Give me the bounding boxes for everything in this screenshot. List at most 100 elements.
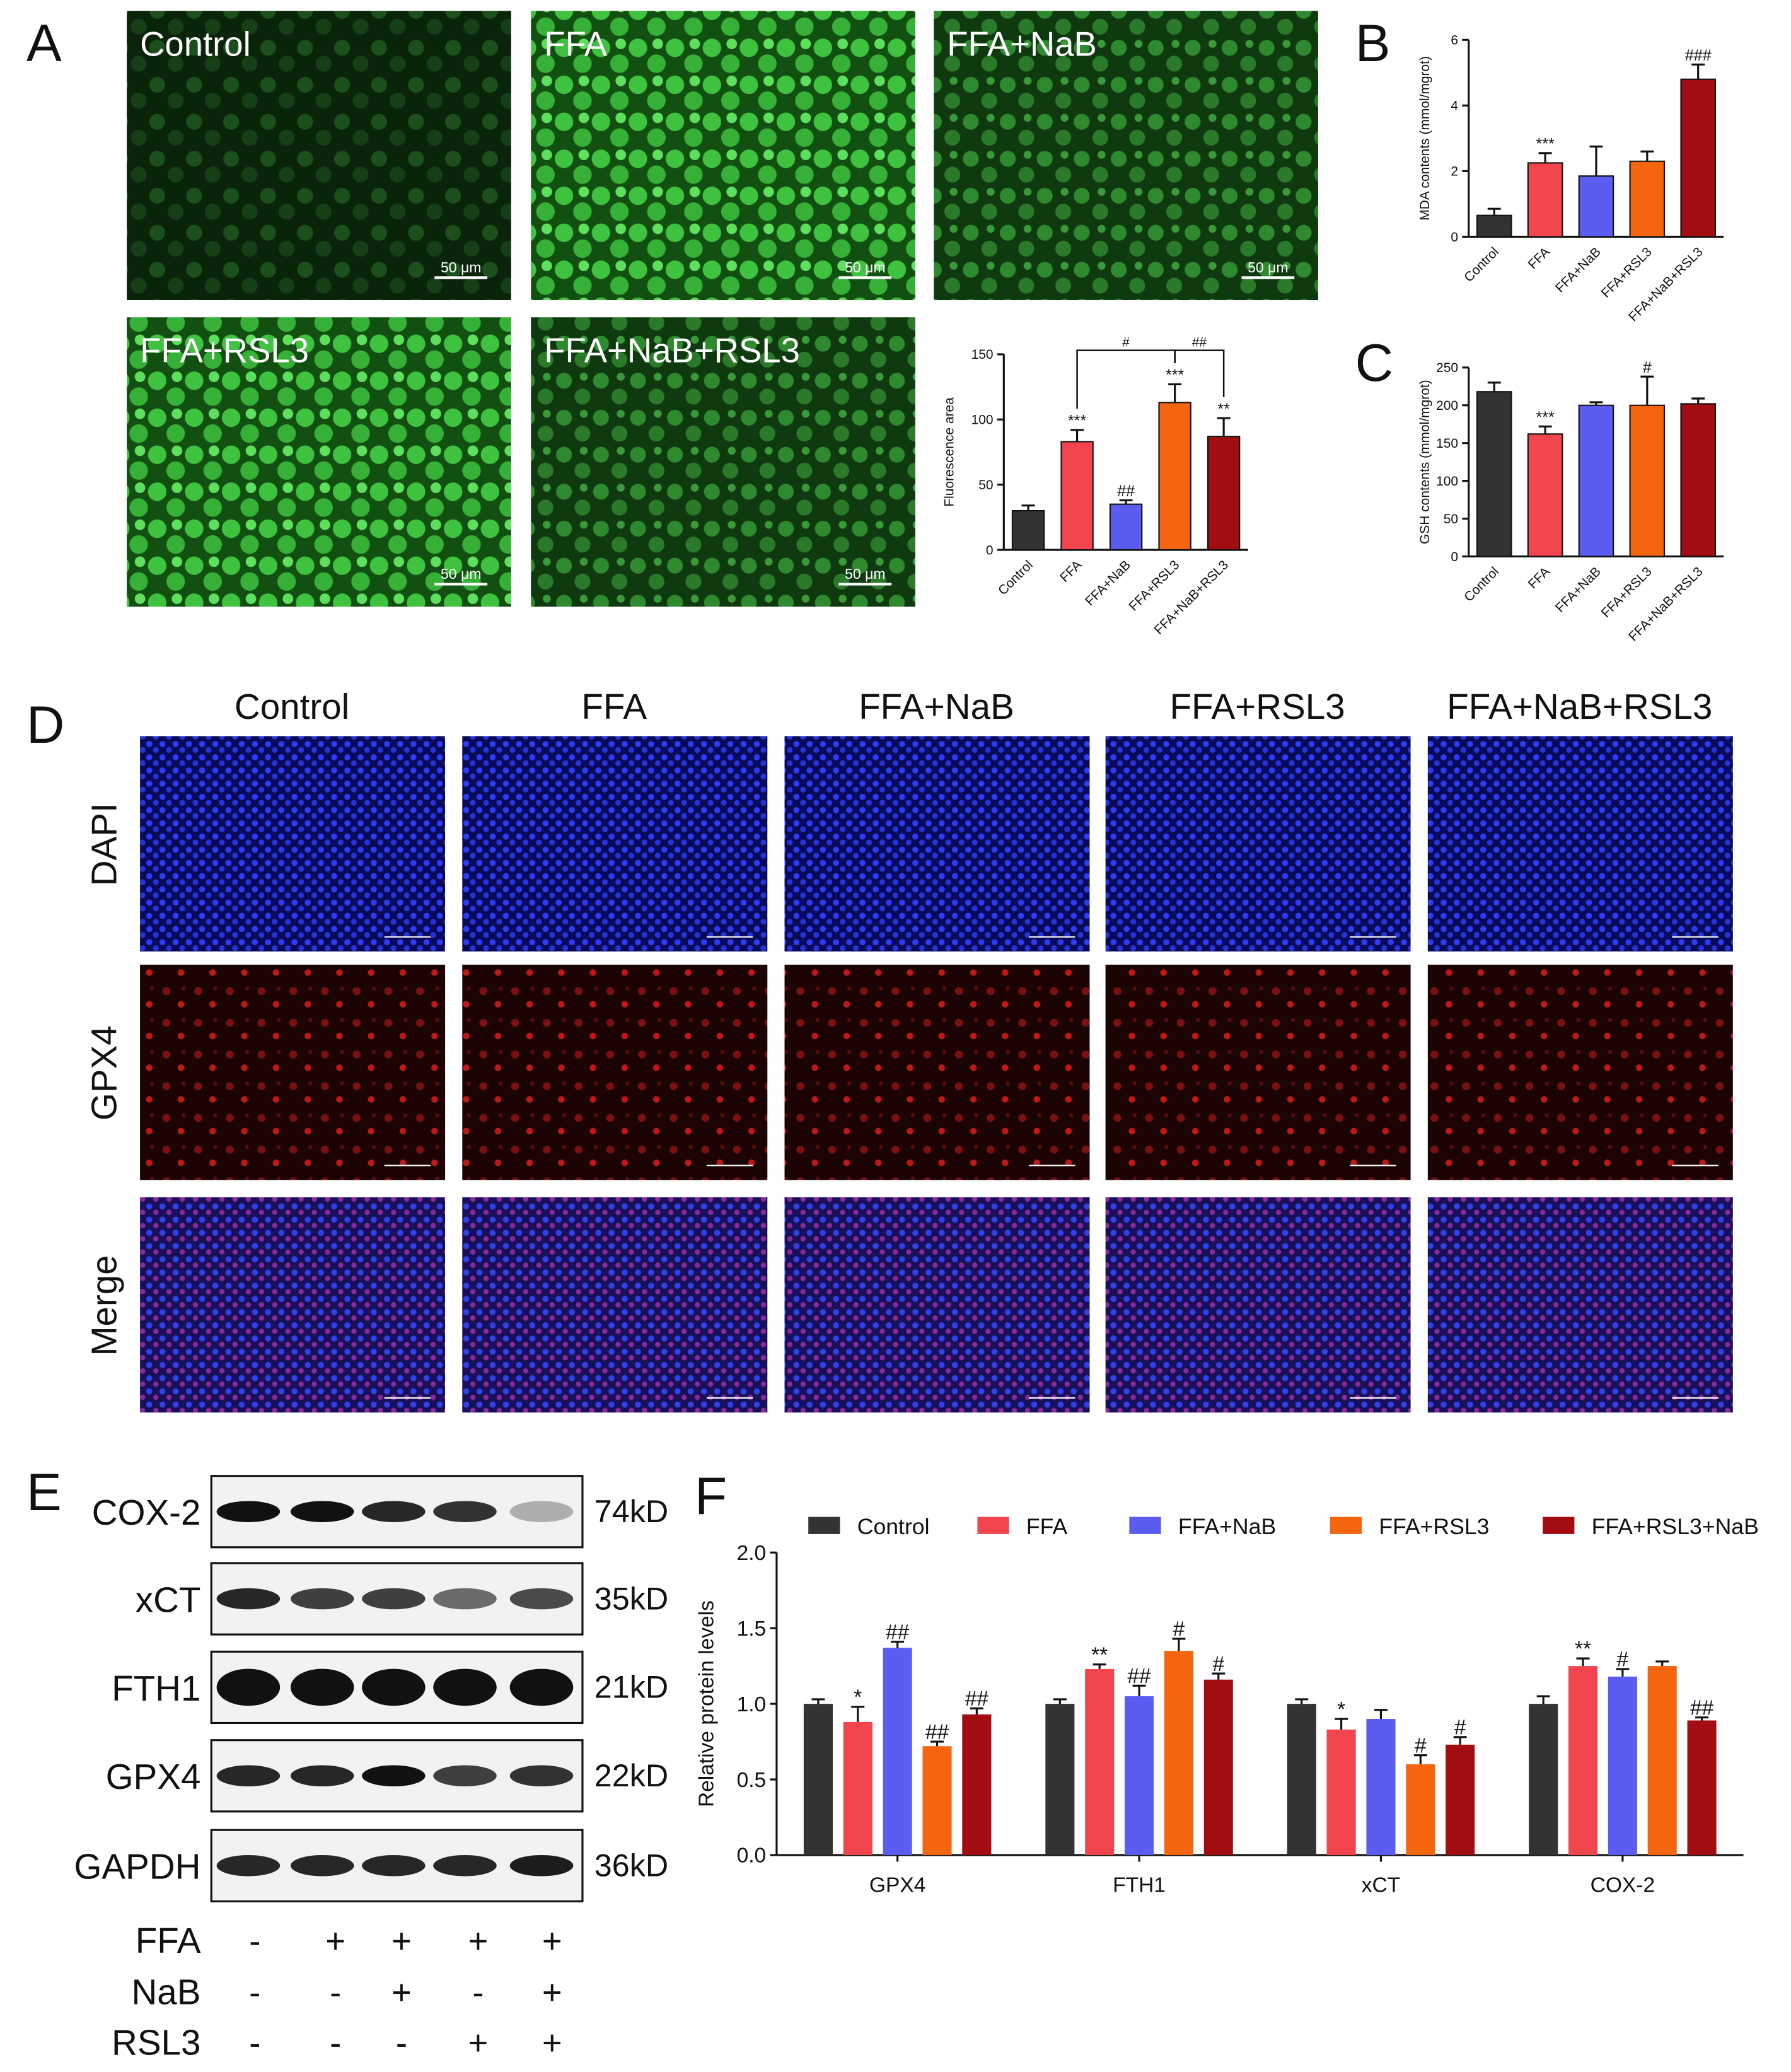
scale-bar-label: 50 μm (1248, 259, 1288, 276)
y-tick-label: 100 (971, 413, 994, 428)
error-bar (1119, 499, 1133, 504)
y-tick-label: 1.0 (737, 1693, 767, 1716)
panel-letter: B (1355, 13, 1391, 73)
micrograph (1105, 964, 1411, 1180)
error-bar (1374, 1709, 1388, 1720)
error-bar (1168, 383, 1182, 403)
micrograph (140, 736, 446, 952)
y-tick-label: 200 (1436, 399, 1458, 413)
bar (1125, 1696, 1154, 1855)
bar (1629, 404, 1666, 557)
treatment-sign: + (325, 1922, 345, 1960)
significance-label: ## (1690, 1696, 1714, 1720)
treatment-sign: - (330, 2023, 341, 2062)
legend-label: Control (857, 1514, 930, 1539)
micrograph (127, 317, 511, 607)
size-label: 74kD (594, 1493, 668, 1529)
bar (1287, 1704, 1316, 1855)
micrograph (1105, 736, 1411, 952)
treatment-sign: + (391, 1922, 412, 1960)
comparison-label: ## (1192, 335, 1207, 349)
micrograph (462, 736, 768, 952)
treatment-sign: - (249, 1922, 260, 1960)
bar (1476, 391, 1512, 557)
bar (1446, 1744, 1475, 1855)
blot-band (216, 1854, 281, 1877)
micrograph (462, 1197, 768, 1413)
legend-label: FFA+RSL3 (1379, 1514, 1489, 1539)
y-tick-label: 150 (1436, 436, 1458, 451)
bar (1476, 214, 1512, 238)
y-tick-label: 0 (1451, 550, 1458, 564)
bar (1158, 402, 1191, 551)
legend-swatch (977, 1516, 1009, 1534)
significance-label: *** (1536, 409, 1555, 426)
image-label: FFA+NaB+RSL3 (544, 331, 800, 370)
significance-label: # (1212, 1653, 1224, 1676)
legend-swatch (1543, 1516, 1575, 1534)
y-axis-label: Relative protein levels (695, 1600, 718, 1807)
panel-letter: E (26, 1462, 62, 1522)
error-bar (1295, 1698, 1309, 1704)
significance-label: ** (1575, 1638, 1591, 1661)
error-bar (811, 1698, 825, 1704)
treatment-sign: - (472, 1974, 484, 2012)
treatment-sign: - (249, 1974, 260, 2012)
treatment-sign: + (468, 1922, 489, 1960)
micrograph (127, 11, 511, 301)
size-label: 21kD (594, 1669, 668, 1705)
error-bar (970, 1707, 983, 1714)
error-bar (930, 1740, 944, 1747)
error-bar (1453, 1736, 1467, 1745)
significance-label: *** (1536, 135, 1555, 153)
bar (1527, 162, 1563, 238)
y-tick-label: 2.0 (737, 1542, 767, 1565)
column-label: FFA+NaB (859, 687, 1014, 726)
legend-label: FFA (1026, 1514, 1068, 1539)
bar (1680, 403, 1716, 557)
blot-band (509, 1668, 574, 1706)
micrograph (784, 1197, 1090, 1413)
treatment-sign: - (249, 2023, 260, 2062)
y-tick-label: 1.5 (737, 1617, 767, 1641)
row-label: Merge (84, 1255, 124, 1356)
blot-band (433, 1668, 497, 1706)
y-tick-label: 150 (971, 347, 994, 362)
x-tick-label: GPX4 (869, 1874, 925, 1897)
significance-label: ## (965, 1687, 989, 1711)
bar (1366, 1719, 1396, 1855)
bar (1608, 1676, 1637, 1855)
blot-band (362, 1501, 426, 1523)
legend-label: FFA+RSL3+NaB (1592, 1514, 1759, 1539)
significance-label: ## (886, 1621, 910, 1644)
y-tick-label: 4 (1451, 99, 1458, 113)
comparison-bracket (1174, 349, 1225, 397)
treatment-sign: + (391, 1974, 412, 2012)
y-tick-label: 0 (986, 543, 994, 557)
blot-band (290, 1501, 354, 1523)
treatment-sign: - (330, 1974, 341, 2012)
significance-label: ## (1127, 1665, 1151, 1688)
y-tick-label: 0 (1451, 230, 1458, 245)
error-bar (1589, 401, 1603, 405)
y-tick-label: 0.0 (737, 1844, 767, 1868)
error-bar (1487, 381, 1501, 392)
error-bar (1691, 63, 1705, 79)
significance-label: *** (1166, 366, 1185, 384)
micrograph (934, 11, 1318, 301)
bar (1568, 1666, 1598, 1855)
micrograph (1427, 964, 1733, 1180)
error-bar (1655, 1660, 1669, 1667)
significance-label: # (1415, 1734, 1427, 1757)
error-bar (1640, 150, 1654, 161)
micrograph (462, 964, 768, 1180)
error-bar (1691, 397, 1705, 404)
error-bar (1695, 1716, 1709, 1721)
error-bar (1616, 1668, 1630, 1677)
y-tick-label: 2 (1451, 165, 1458, 179)
scale-bar-label: 50 μm (845, 566, 885, 582)
significance-label: # (1643, 359, 1652, 376)
row-label: GPX4 (84, 1025, 124, 1120)
significance-label: # (1617, 1648, 1629, 1672)
size-label: 36kD (594, 1848, 668, 1883)
